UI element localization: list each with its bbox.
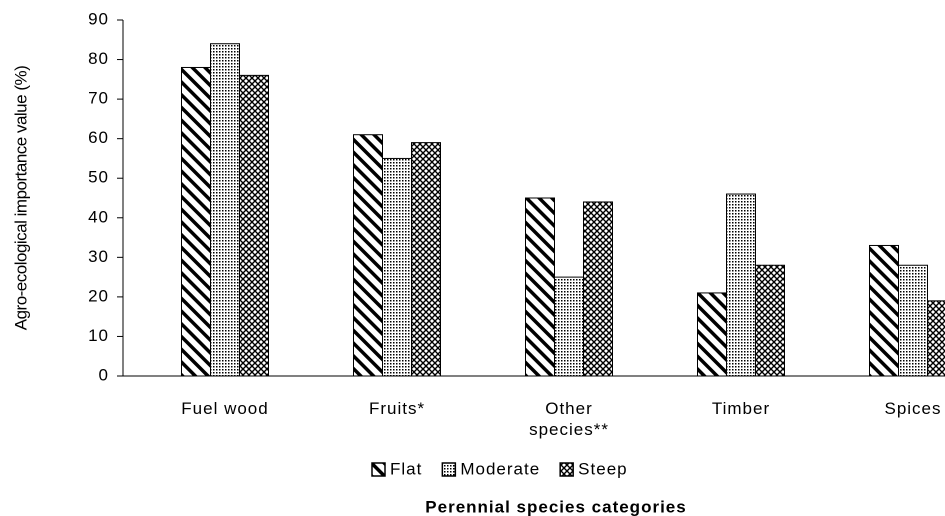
legend-swatch [371, 462, 386, 477]
y-tick-label: 10 [88, 326, 109, 345]
legend-swatch [559, 462, 574, 477]
y-axis-title: Agro-ecological importance value (%) [11, 66, 30, 331]
legend-swatch [441, 462, 457, 477]
bar [239, 74, 269, 377]
y-tick-label: 0 [99, 365, 109, 384]
bar [697, 292, 727, 377]
bar [898, 264, 928, 377]
legend-label: Flat [390, 459, 422, 478]
bar [554, 276, 584, 377]
bar [181, 66, 211, 377]
y-tick-label: 20 [88, 286, 109, 305]
y-tick-label: 60 [88, 128, 109, 147]
y-tick-label: 30 [88, 247, 109, 266]
bar [353, 134, 383, 377]
y-tick-label: 80 [88, 49, 109, 68]
legend-label: Moderate [460, 459, 540, 478]
bar [869, 244, 899, 377]
bar [583, 201, 613, 377]
y-tick-label: 70 [88, 89, 109, 108]
bar [210, 43, 240, 377]
bar [382, 157, 412, 377]
bar [755, 264, 785, 377]
x-tick-label: Fruits* [368, 399, 426, 418]
y-tick-label: 50 [88, 168, 109, 187]
x-tick-label: Other species** [529, 399, 609, 439]
bar [927, 300, 945, 377]
x-tick-label: Spices [884, 399, 942, 418]
y-tick-label: 90 [88, 9, 109, 28]
legend-label: Steep [578, 459, 627, 478]
bar [726, 193, 756, 377]
bar [525, 197, 555, 377]
x-tick-label: Fuel wood [181, 399, 269, 418]
y-tick-label: 40 [88, 207, 109, 226]
x-axis-title: Perennial species categories [425, 497, 686, 516]
x-tick-label: Timber [711, 399, 771, 418]
bar [411, 142, 441, 377]
